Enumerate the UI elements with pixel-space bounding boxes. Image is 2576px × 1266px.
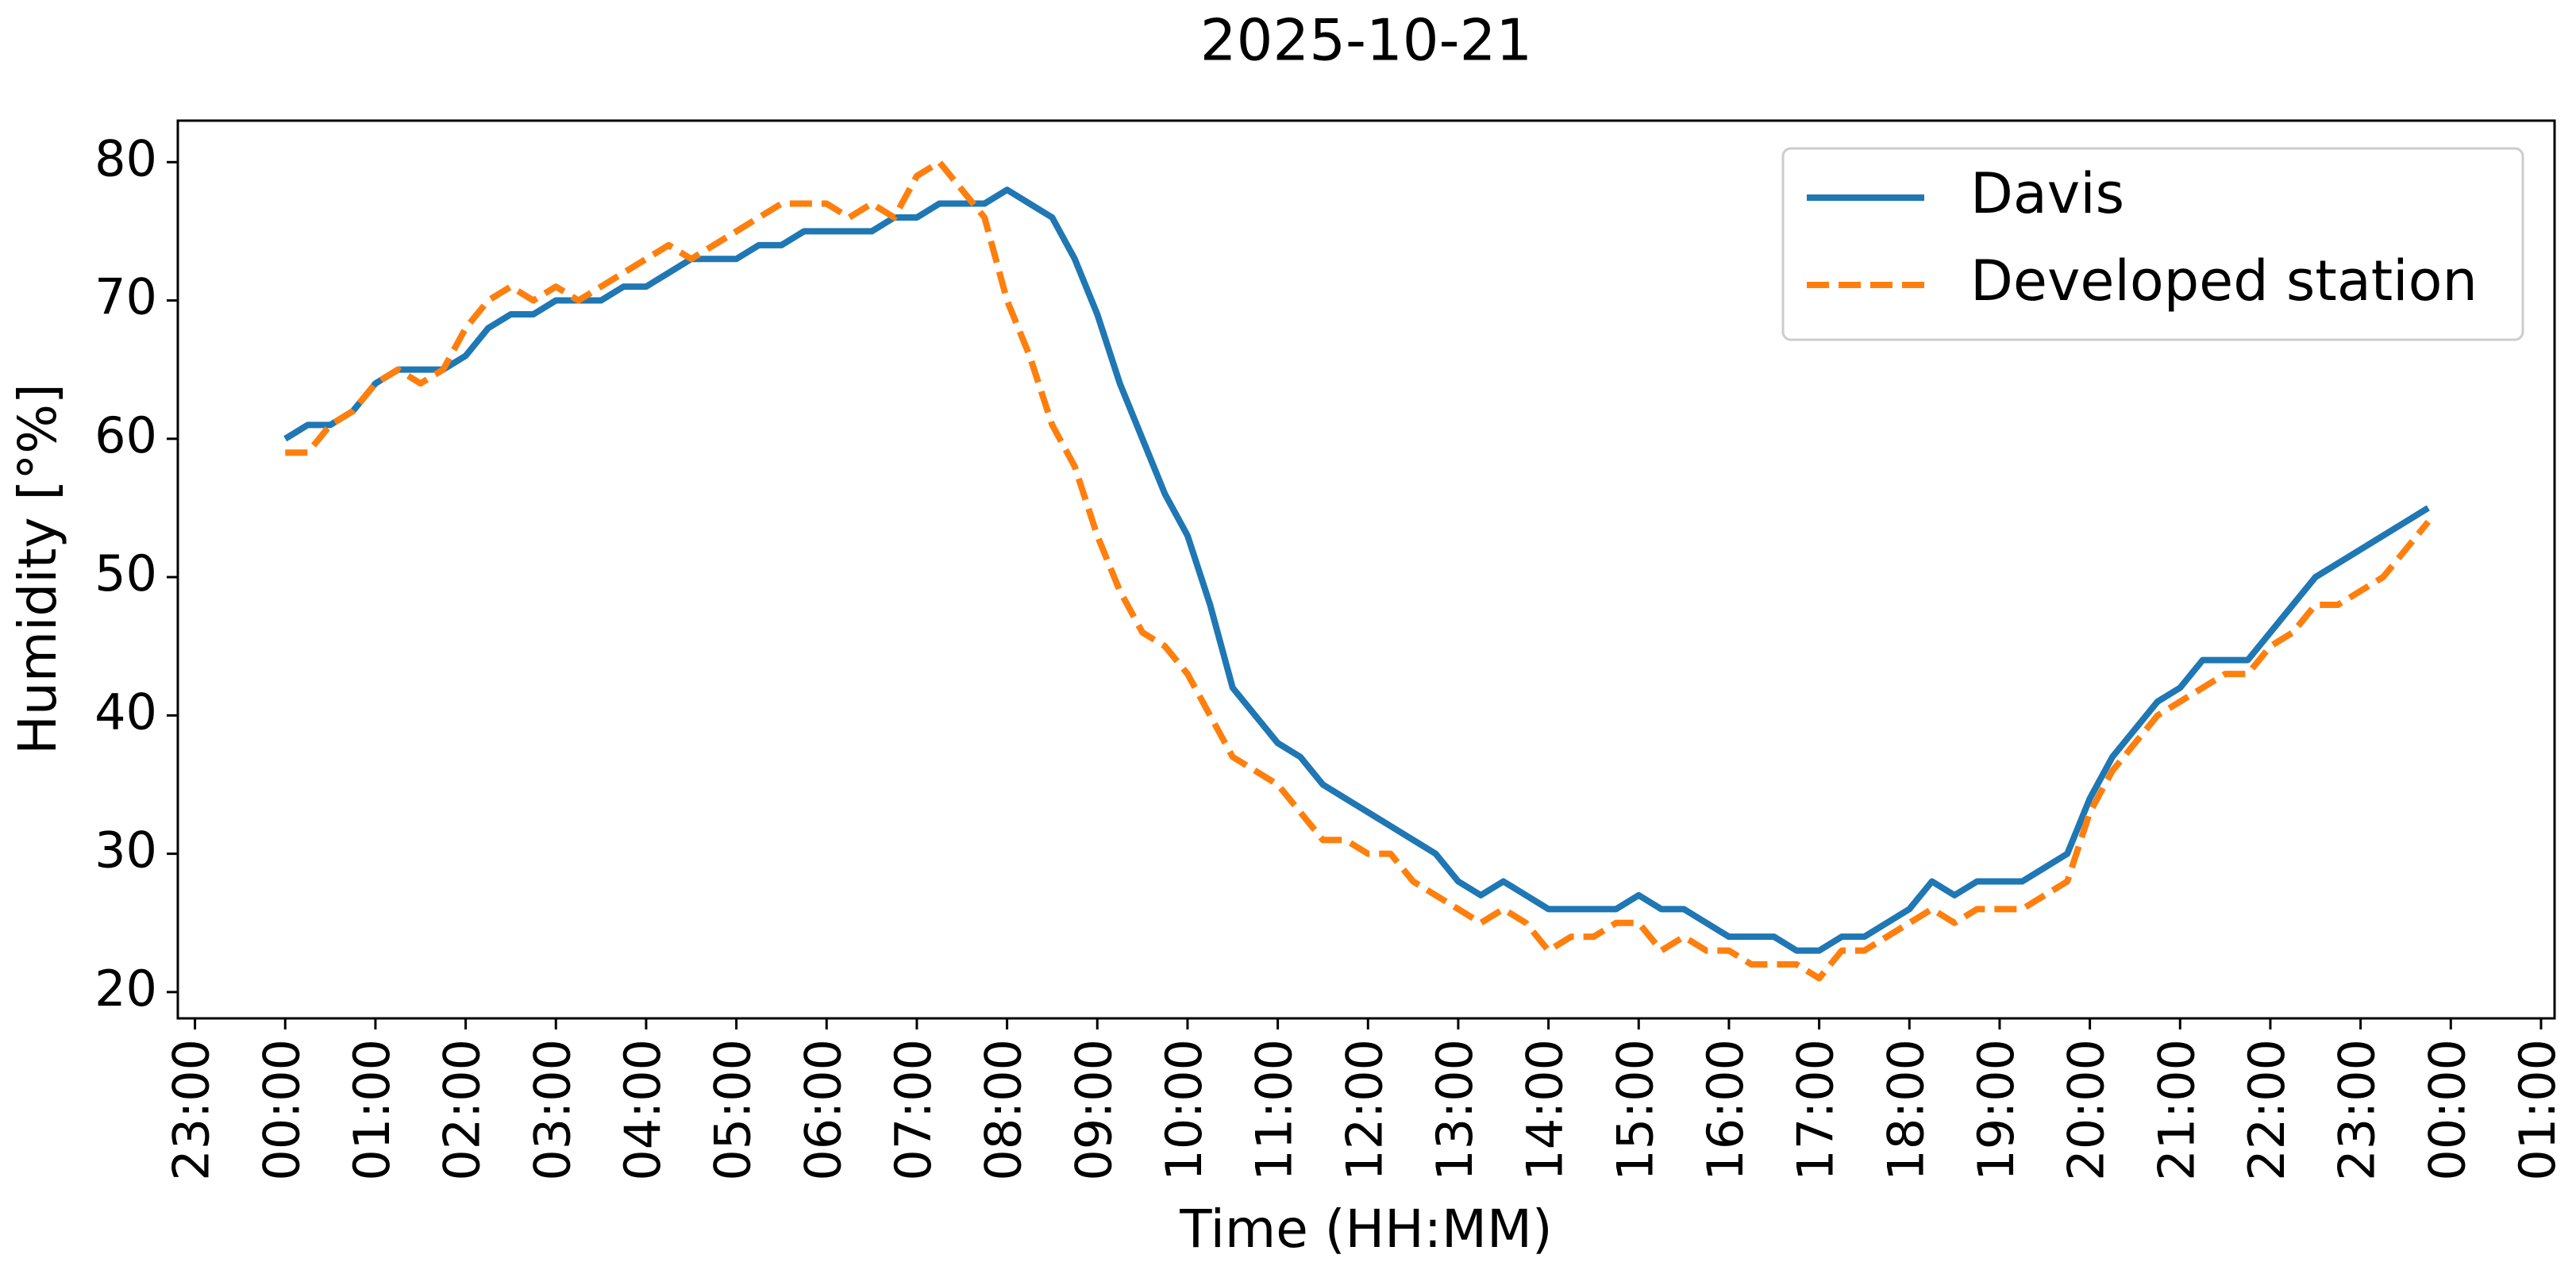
x-tick-label: 22:00 xyxy=(2238,1039,2296,1181)
x-tick-label: 07:00 xyxy=(884,1039,942,1181)
y-tick-label: 20 xyxy=(94,960,157,1018)
x-tick-label: 14:00 xyxy=(1516,1039,1574,1181)
x-tick-label: 01:00 xyxy=(343,1039,401,1181)
x-tick-label: 10:00 xyxy=(1155,1039,1213,1181)
x-tick-label: 09:00 xyxy=(1065,1039,1122,1181)
y-axis-label: Humidity [°%] xyxy=(7,383,68,754)
plot-frame xyxy=(176,119,2556,1020)
x-tick-label: 03:00 xyxy=(523,1039,581,1181)
legend: Davis Developed station xyxy=(1781,147,2524,341)
x-tick-label: 21:00 xyxy=(2147,1039,2205,1181)
legend-label: Developed station xyxy=(1970,248,2478,314)
x-tick-label: 12:00 xyxy=(1335,1039,1393,1181)
data-line xyxy=(285,159,2431,982)
x-tick-label: 17:00 xyxy=(1787,1039,1845,1181)
y-tick-label: 80 xyxy=(94,129,157,187)
x-tick-label: 18:00 xyxy=(1877,1039,1935,1181)
x-tick-label: 15:00 xyxy=(1606,1039,1664,1181)
x-tick-label: 20:00 xyxy=(2058,1039,2116,1181)
y-tick-label: 30 xyxy=(94,822,157,879)
legend-label: Davis xyxy=(1970,161,2124,226)
y-tick-label: 50 xyxy=(94,544,157,602)
x-tick-label: 05:00 xyxy=(704,1039,762,1181)
x-tick-label: 23:00 xyxy=(163,1039,221,1181)
x-tick-label: 23:00 xyxy=(2328,1039,2386,1181)
x-tick-label: 00:00 xyxy=(2418,1039,2476,1181)
data-line xyxy=(283,187,2430,954)
y-tick-label: 60 xyxy=(94,406,157,464)
x-tick-label: 11:00 xyxy=(1246,1039,1303,1181)
y-tick-label: 70 xyxy=(94,268,157,326)
x-tick-label: 00:00 xyxy=(252,1039,310,1181)
chart-title: 2025-10-21 xyxy=(1200,7,1532,74)
x-tick-label: 04:00 xyxy=(614,1039,672,1181)
y-tick-label: 40 xyxy=(94,683,157,741)
x-tick-label: 06:00 xyxy=(794,1039,852,1181)
x-tick-label: 16:00 xyxy=(1696,1039,1754,1181)
x-axis-label: Time (HH:MM) xyxy=(1179,1199,1552,1260)
x-tick-label: 08:00 xyxy=(975,1039,1033,1181)
x-tick-label: 02:00 xyxy=(433,1039,491,1181)
x-tick-label: 01:00 xyxy=(2509,1039,2566,1181)
x-tick-label: 19:00 xyxy=(1967,1039,2025,1181)
legend-box xyxy=(1781,147,2524,341)
x-tick-label: 13:00 xyxy=(1426,1039,1484,1181)
